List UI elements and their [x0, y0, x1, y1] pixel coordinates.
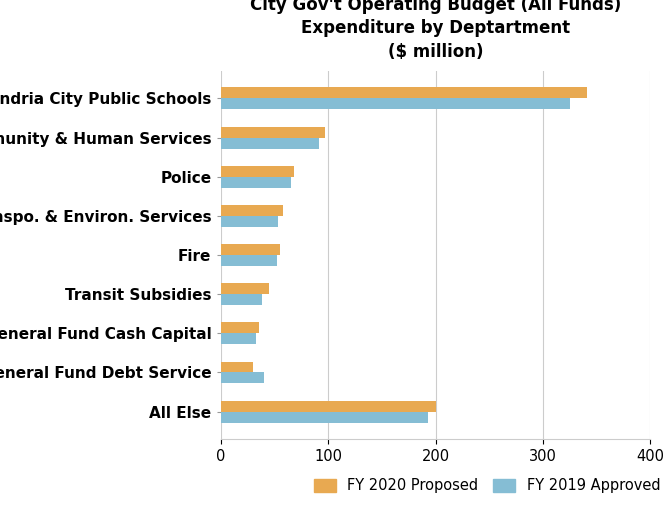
- Bar: [221, 333, 257, 344]
- Bar: [221, 400, 436, 412]
- Bar: [221, 177, 291, 188]
- Bar: [221, 244, 280, 255]
- Bar: [221, 127, 325, 137]
- Bar: [221, 137, 319, 148]
- Bar: [221, 255, 277, 266]
- Bar: [221, 294, 262, 305]
- Bar: [221, 322, 259, 333]
- Bar: [221, 205, 283, 216]
- Bar: [221, 98, 570, 110]
- Bar: [221, 283, 269, 294]
- Legend: FY 2020 Proposed, FY 2019 Approved: FY 2020 Proposed, FY 2019 Approved: [308, 473, 666, 499]
- Bar: [221, 362, 253, 373]
- Bar: [221, 373, 264, 383]
- Bar: [221, 87, 587, 98]
- Bar: [221, 166, 294, 177]
- Bar: [221, 412, 428, 423]
- Bar: [221, 216, 278, 227]
- Title: City Gov't Operating Budget (All Funds)
Expenditure by Deptartment
($ million): City Gov't Operating Budget (All Funds) …: [250, 0, 621, 61]
